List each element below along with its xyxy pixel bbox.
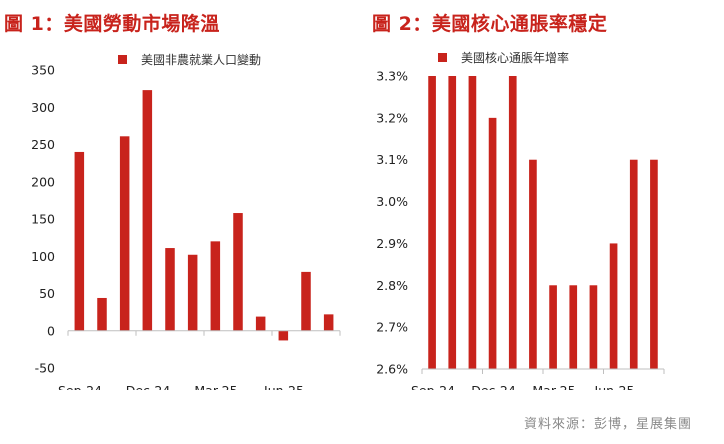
bar: [589, 285, 598, 369]
y-tick-label: 3.3%: [376, 69, 408, 84]
y-tick-label: 3.0%: [376, 194, 408, 209]
bar: [119, 136, 130, 331]
y-tick-label: 150: [31, 212, 55, 227]
bar: [629, 159, 638, 369]
source-note: 資料來源：彭博，星展集團: [523, 417, 692, 432]
x-tick-label: Mar-25: [532, 383, 575, 390]
legend-swatch: [438, 53, 447, 62]
bar: [210, 241, 221, 331]
legend-swatch: [118, 55, 127, 64]
bar: [278, 330, 289, 341]
bar: [508, 76, 517, 369]
bar: [549, 285, 557, 369]
y-tick-label: 100: [31, 249, 55, 264]
y-tick-label: 2.6%: [376, 362, 408, 377]
x-tick-label: Mar-25: [194, 383, 237, 390]
bar: [448, 76, 457, 369]
y-tick-label: -50: [35, 361, 55, 376]
bar: [428, 76, 436, 369]
y-tick-label: 2.8%: [376, 278, 408, 293]
bar: [529, 159, 537, 369]
bar: [301, 271, 311, 331]
y-tick-label: 350: [31, 63, 55, 78]
y-tick-label: 2.9%: [376, 236, 408, 251]
x-tick-label: Jun-25: [594, 383, 635, 390]
bar: [74, 151, 85, 331]
chart-title-left: 圖 1：美國勞動市場降溫: [4, 13, 220, 35]
y-tick-label: 2.7%: [376, 320, 408, 335]
bar: [233, 213, 243, 331]
bar: [255, 316, 266, 331]
chart-title-right: 圖 2：美國核心通脹率穩定: [372, 13, 608, 35]
bar: [488, 117, 497, 369]
bar: [569, 285, 578, 369]
bar: [323, 314, 334, 331]
legend-label: 美國非農就業人口變動: [141, 52, 261, 67]
bar: [142, 90, 153, 331]
x-tick-label: Dec-24: [126, 383, 171, 390]
bar: [468, 76, 477, 369]
y-tick-label: 50: [39, 286, 55, 301]
core-inflation-chart: 美國核心通脹年增率 2.6% 2.7% 2.8% 2.9% 3.0% 3.1% 3.2% 3.3…: [376, 50, 665, 390]
bar: [165, 248, 175, 331]
x-tick-label: Dec-24: [471, 383, 516, 390]
x-tick-label: Jun-25: [263, 383, 304, 390]
bar: [187, 254, 198, 331]
y-tick-label: 300: [31, 100, 55, 115]
y-tick-label: 3.2%: [376, 110, 408, 125]
bar: [97, 297, 107, 331]
y-tick-label: 0: [47, 323, 55, 338]
y-tick-label: 3.1%: [376, 152, 408, 167]
legend-label: 美國核心通脹年增率: [461, 50, 569, 65]
bar: [650, 159, 658, 369]
x-tick-label: Sep-24: [411, 383, 455, 390]
nonfarm-payrolls-chart: 美國非農就業人口變動 -50 0 50 100 150 200 250 300 350 Sep-24…: [31, 52, 341, 390]
bar: [609, 243, 618, 369]
y-tick-label: 250: [31, 137, 55, 152]
x-tick-label: Sep-24: [58, 383, 102, 390]
y-tick-label: 200: [31, 174, 55, 189]
